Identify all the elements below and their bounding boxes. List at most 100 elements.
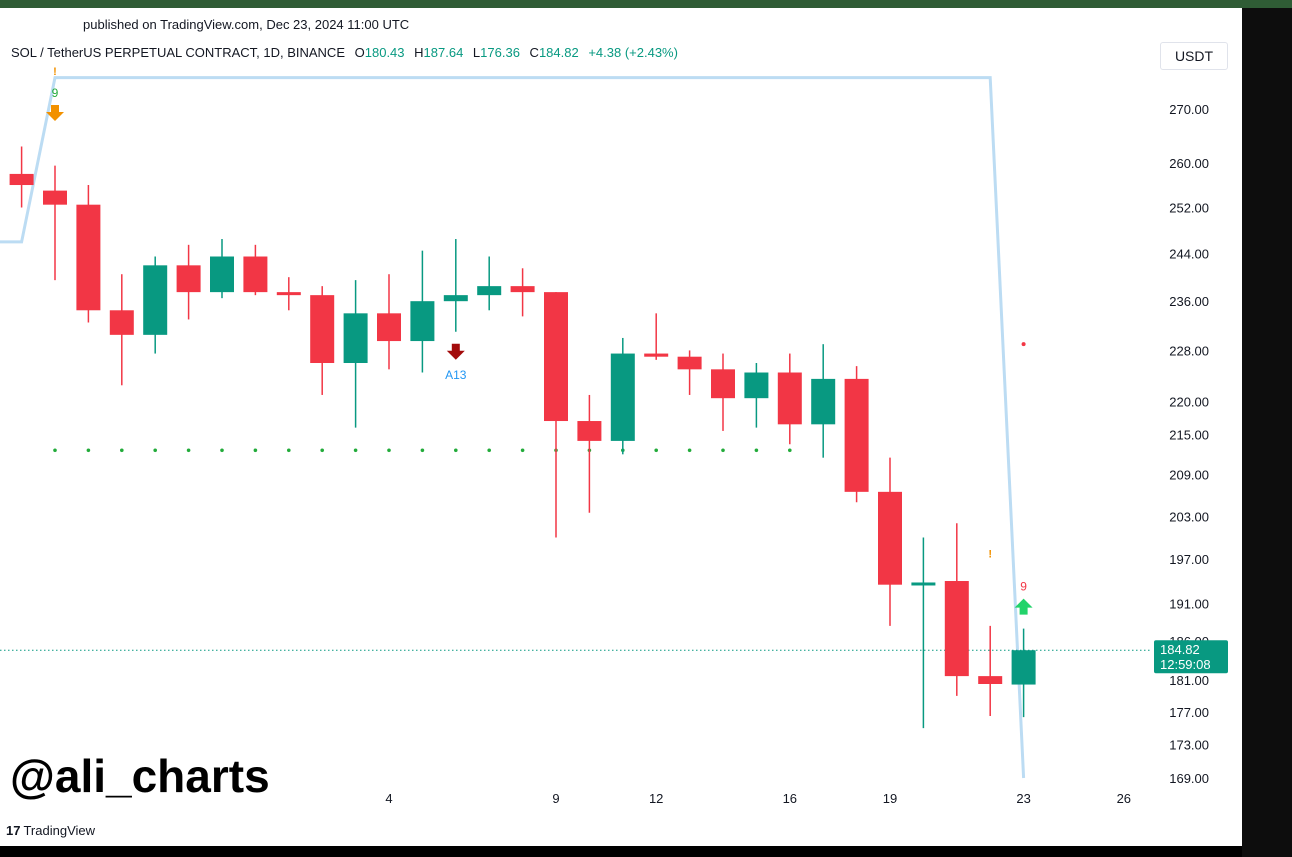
candle-body[interactable] — [243, 256, 268, 293]
support-dot — [387, 448, 391, 453]
time-tick-label: 19 — [883, 791, 897, 806]
support-dot — [454, 448, 458, 453]
support-dot — [287, 448, 291, 453]
candle-body[interactable] — [811, 378, 836, 425]
price-tick-label: 236.00 — [1169, 294, 1209, 309]
setup-tick-label: ! — [53, 66, 57, 78]
candle-countdown-label: 12:59:08 — [1160, 657, 1211, 672]
time-tick-label: 12 — [649, 791, 663, 806]
candle-body[interactable] — [343, 313, 368, 364]
price-tick-label: 197.00 — [1169, 552, 1209, 567]
high-value: 187.64 — [423, 45, 464, 60]
symbol-label: SOL / TetherUS PERPETUAL CONTRACT, 1D, B… — [11, 45, 345, 60]
published-caption: published on TradingView.com, Dec 23, 20… — [83, 17, 410, 32]
candle-body[interactable] — [577, 421, 602, 441]
candle-body[interactable] — [711, 369, 735, 399]
candle-body[interactable] — [878, 491, 902, 585]
candle-body[interactable] — [744, 372, 769, 399]
support-dot — [53, 448, 57, 453]
candle-body[interactable] — [377, 313, 401, 342]
currency-selector[interactable]: USDT — [1160, 42, 1228, 70]
td-count-label: 9 — [1020, 580, 1027, 594]
price-tick-label: 203.00 — [1169, 509, 1209, 524]
candle-body[interactable] — [911, 582, 936, 586]
price-tick-label: 228.00 — [1169, 343, 1209, 358]
price-tick-label: 191.00 — [1169, 596, 1209, 611]
top-border — [0, 0, 1292, 8]
chart-card: published on TradingView.com, Dec 23, 20… — [0, 8, 1242, 846]
support-dot — [153, 448, 157, 453]
current-price-badge — [1154, 640, 1228, 674]
td-count-label: 9 — [52, 86, 59, 100]
support-dot — [320, 448, 325, 453]
price-tick-label: 169.00 — [1169, 771, 1209, 786]
candle-body[interactable] — [610, 353, 635, 441]
candle-body[interactable] — [410, 301, 435, 342]
tradingview-brand: 17 TradingView — [6, 823, 95, 838]
time-tick-label: 23 — [1016, 791, 1030, 806]
support-dot — [353, 448, 358, 453]
candle-body[interactable] — [777, 372, 802, 425]
close-value: 184.82 — [538, 45, 579, 60]
signal-dot — [1021, 342, 1026, 347]
current-price-label: 184.82 — [1160, 642, 1200, 657]
symbol-header: SOL / TetherUS PERPETUAL CONTRACT, 1D, B… — [11, 45, 678, 60]
low-value: 176.36 — [480, 45, 520, 60]
support-dot — [654, 448, 658, 453]
watermark-handle: @ali_charts — [10, 750, 270, 802]
candle-body[interactable] — [176, 265, 201, 293]
price-tick-label: 220.00 — [1169, 394, 1209, 409]
candle-body[interactable] — [43, 190, 67, 205]
candle-body[interactable] — [9, 173, 34, 186]
time-tick-label: 26 — [1117, 791, 1131, 806]
candle-body[interactable] — [109, 310, 134, 335]
candle-body[interactable] — [944, 581, 969, 677]
candle-body[interactable] — [210, 256, 234, 293]
candle-body[interactable] — [544, 292, 568, 422]
price-tick-label: 181.00 — [1169, 673, 1209, 688]
candle-body[interactable] — [276, 292, 301, 296]
support-dot — [86, 448, 91, 453]
time-tick-label: 4 — [385, 791, 392, 806]
sell-arrow-icon — [446, 343, 465, 360]
candle-body[interactable] — [76, 204, 101, 311]
low-label: L — [472, 45, 481, 60]
tradingview-name: TradingView — [23, 823, 96, 838]
support-dot — [186, 448, 191, 453]
open-label: O — [354, 45, 365, 60]
support-dot — [487, 448, 492, 453]
candle-body[interactable] — [844, 378, 869, 492]
support-dot — [754, 448, 759, 453]
candle-body[interactable] — [443, 295, 468, 302]
time-tick-label: 16 — [783, 791, 797, 806]
support-dot — [788, 448, 792, 453]
support-dot — [420, 448, 425, 453]
candle-body[interactable] — [510, 286, 535, 293]
price-tick-label: 270.00 — [1169, 102, 1209, 117]
candle-body[interactable] — [644, 353, 669, 357]
sell-arrow-icon — [46, 105, 64, 122]
price-tick-label: 215.00 — [1169, 427, 1209, 442]
candle-body[interactable] — [1011, 650, 1036, 685]
support-dot — [220, 448, 224, 453]
price-tick-label: 244.00 — [1169, 247, 1209, 262]
candle-body[interactable] — [677, 356, 702, 370]
candle-body[interactable] — [978, 676, 1003, 684]
tradingview-logo-icon: 17 — [6, 823, 21, 838]
setup-tick-label: ! — [988, 549, 992, 561]
time-tick-label: 9 — [552, 791, 559, 806]
high-label: H — [414, 45, 424, 60]
buy-arrow-icon — [1014, 598, 1033, 615]
candle-body[interactable] — [143, 265, 168, 335]
price-tick-label: 173.00 — [1169, 738, 1209, 753]
price-tick-label: 260.00 — [1169, 156, 1209, 171]
support-dot — [721, 448, 725, 453]
support-dot — [687, 448, 692, 453]
support-dot — [520, 448, 525, 453]
candle-body[interactable] — [310, 295, 335, 364]
price-tick-label: 209.00 — [1169, 468, 1209, 483]
overlay-line — [0, 76, 1026, 779]
support-dot — [120, 448, 124, 453]
chart-canvas[interactable]: 270.00 260.00 252.00 244.00 236.00 228.00 220.… — [0, 8, 1242, 846]
candle-body[interactable] — [477, 286, 502, 296]
